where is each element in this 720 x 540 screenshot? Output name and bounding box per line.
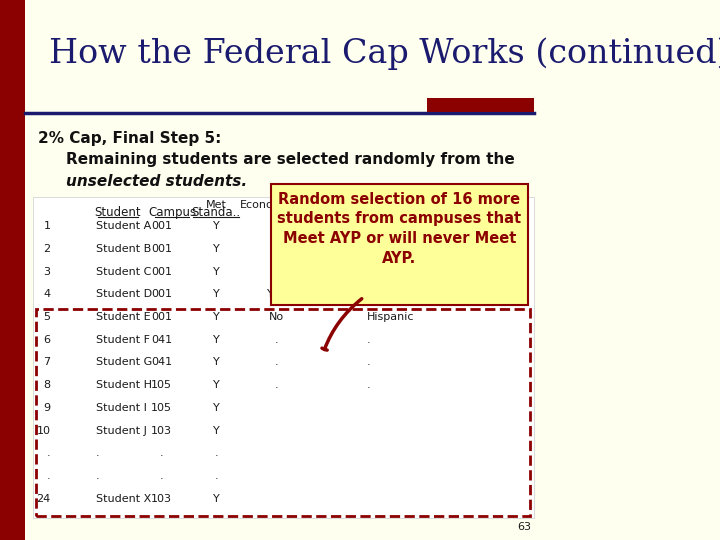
- Text: 105: 105: [151, 380, 172, 390]
- Text: Y: Y: [213, 289, 220, 300]
- Text: Yes: Yes: [267, 289, 285, 300]
- Text: 041: 041: [151, 335, 172, 345]
- Text: Y: Y: [213, 426, 220, 436]
- Text: Y: Y: [213, 357, 220, 368]
- Text: Student D: Student D: [96, 289, 152, 300]
- Text: 001: 001: [151, 221, 172, 232]
- Text: Economically: Economically: [240, 200, 313, 210]
- Text: 001: 001: [151, 267, 172, 277]
- Text: Y: Y: [213, 267, 220, 277]
- Text: Student: Student: [94, 206, 141, 219]
- Bar: [0, 0, 24, 540]
- Text: American Ind: American Ind: [366, 289, 441, 300]
- Text: Student E: Student E: [96, 312, 150, 322]
- Text: 3: 3: [43, 267, 50, 277]
- Text: Campus: Campus: [148, 206, 197, 219]
- Text: Standa..: Standa..: [192, 206, 240, 219]
- Text: 63: 63: [517, 522, 531, 532]
- Text: Y: Y: [213, 221, 220, 232]
- Text: Student A: Student A: [96, 221, 151, 232]
- Text: 2% Cap, Final Step 5:: 2% Cap, Final Step 5:: [38, 131, 222, 146]
- Text: Remaining students are selected randomly from the: Remaining students are selected randomly…: [66, 152, 514, 167]
- Text: Student I: Student I: [96, 403, 147, 413]
- Text: Student G: Student G: [96, 357, 152, 368]
- Text: 5: 5: [43, 312, 50, 322]
- Text: Random selection of 16 more
students from campuses that
Meet AYP or will never M: Random selection of 16 more students fro…: [277, 192, 521, 266]
- Text: .: .: [366, 380, 370, 390]
- Bar: [427, 98, 534, 112]
- Text: .: .: [366, 335, 370, 345]
- Text: .: .: [274, 380, 278, 390]
- Text: .: .: [366, 357, 370, 368]
- Text: 1: 1: [43, 221, 50, 232]
- Text: Student H: Student H: [96, 380, 152, 390]
- Text: 001: 001: [151, 244, 172, 254]
- Text: Y: Y: [213, 380, 220, 390]
- Text: How the Federal Cap Works (continued): How the Federal Cap Works (continued): [49, 38, 720, 70]
- Text: 24: 24: [36, 494, 50, 504]
- Text: Met: Met: [206, 200, 227, 210]
- Text: unselected students.: unselected students.: [66, 174, 247, 189]
- Bar: [271, 184, 528, 305]
- Text: Hispanic: Hispanic: [366, 312, 414, 322]
- Text: Y: Y: [213, 312, 220, 322]
- Text: 4: 4: [43, 289, 50, 300]
- Text: 2: 2: [43, 244, 50, 254]
- Text: 8: 8: [43, 380, 50, 390]
- Text: Y: Y: [213, 335, 220, 345]
- Text: .: .: [160, 471, 163, 481]
- Text: 001: 001: [151, 289, 172, 300]
- Text: 7: 7: [43, 357, 50, 368]
- Text: Y: Y: [213, 244, 220, 254]
- Text: .: .: [215, 448, 218, 458]
- Text: Student X: Student X: [96, 494, 151, 504]
- Text: 103: 103: [151, 494, 172, 504]
- Text: Student J: Student J: [96, 426, 147, 436]
- Text: .: .: [274, 357, 278, 368]
- Text: .: .: [160, 448, 163, 458]
- Text: .: .: [96, 448, 99, 458]
- Text: Student C: Student C: [96, 267, 151, 277]
- Text: .: .: [47, 471, 50, 481]
- Text: 001: 001: [151, 312, 172, 322]
- Bar: [33, 197, 534, 518]
- Text: .: .: [274, 335, 278, 345]
- Text: 9: 9: [43, 403, 50, 413]
- Text: 105: 105: [151, 403, 172, 413]
- Text: Y: Y: [213, 494, 220, 504]
- Text: Student B: Student B: [96, 244, 151, 254]
- Text: .: .: [96, 471, 99, 481]
- Text: 10: 10: [36, 426, 50, 436]
- Text: .: .: [47, 448, 50, 458]
- Text: No: No: [269, 312, 284, 322]
- Bar: [35, 309, 530, 516]
- Text: 103: 103: [151, 426, 172, 436]
- Text: Student F: Student F: [96, 335, 150, 345]
- Text: 041: 041: [151, 357, 172, 368]
- Text: Y: Y: [213, 403, 220, 413]
- Text: 6: 6: [43, 335, 50, 345]
- Text: .: .: [215, 471, 218, 481]
